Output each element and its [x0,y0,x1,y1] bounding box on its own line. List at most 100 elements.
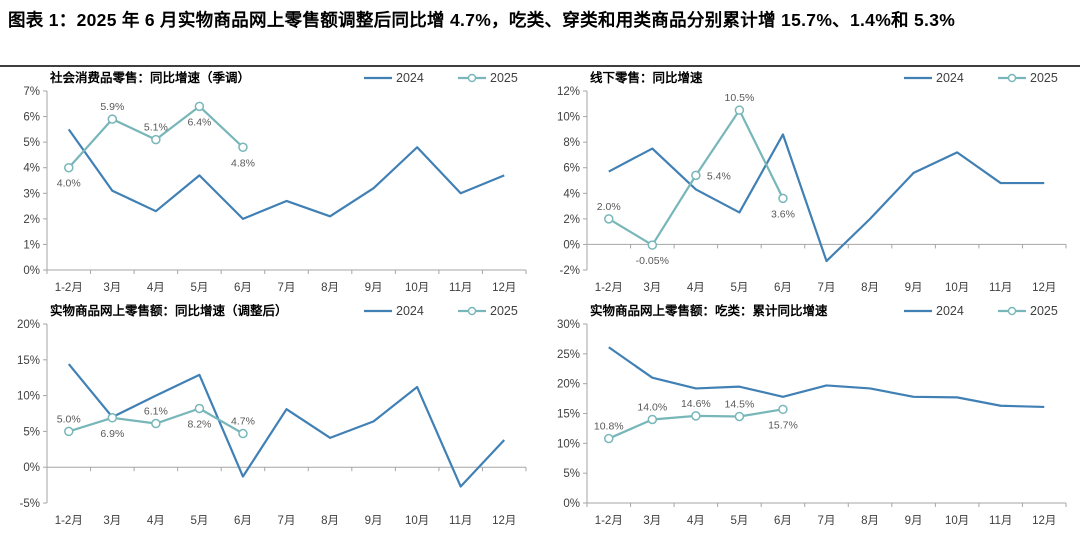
x-axis-label: 10月 [405,282,429,294]
legend-marker-icon [1007,73,1017,83]
x-axis-label: 5月 [730,515,748,527]
data-label: 5.4% [707,170,731,182]
data-label: 6.9% [100,428,124,440]
chart-title: 实物商品网上零售额：同比增速（调整后） [50,303,288,318]
legend: 2024 2025 [364,304,518,318]
x-axis-label: 4月 [687,515,705,527]
chart-title: 社会消费品零售：同比增速（季调） [49,70,250,85]
y-axis-label: 7% [23,86,40,98]
series-2025-marker [151,134,161,145]
legend-item: 2025 [458,304,518,318]
x-axis-label: 10月 [945,282,969,294]
y-axis-label: 5% [23,426,40,438]
x-axis-label: 6月 [234,515,252,527]
x-axis-label: 8月 [321,282,339,294]
x-axis-label: 8月 [861,515,879,527]
chart-offline-retail-yoy: -2% 0% 2% 4% 6% 8% 10% 12% 1-2月 3月 4月 5月 6月 7月 8月 9月 10月… [540,67,1080,300]
x-axis-label: 9月 [365,282,383,294]
series-2025-marker [647,414,658,425]
data-label: 14.6% [681,398,711,410]
series-2025-marker [64,162,74,173]
chart-offline-retail-yoy-svg: -2% 0% 2% 4% 6% 8% 10% 12% 1-2月 3月 4月 5月 6月 7月 8月 9月 10月… [557,70,1067,294]
series-2025-marker [151,418,161,429]
legend-label: 2024 [396,304,424,318]
x-axis-label: 12月 [492,515,516,527]
x-axis-label: 6月 [234,282,252,294]
x-axis-label: 7月 [278,282,296,294]
x-axis-label: 10月 [945,515,969,527]
data-label: 5.0% [57,413,81,425]
x-axis-label: 1-2月 [55,515,83,527]
y-axis-label: 15% [17,355,40,367]
data-label: 8.2% [187,418,211,430]
legend-item: 2024 [364,304,424,318]
series-2025-marker [778,193,788,204]
y-axis-label: 25% [557,349,580,361]
series-2025-marker [238,428,248,439]
y-axis-label: 4% [23,163,40,175]
series-2025-marker [647,240,658,250]
y-axis-label: 3% [23,188,40,200]
series-2025-marker [734,411,745,422]
x-axis-label: 7月 [818,515,836,527]
x-axis-label: 3月 [103,282,121,294]
legend-item: 2024 [904,304,964,318]
series-2025-marker [194,403,205,414]
data-label: 14.0% [637,401,667,413]
y-axis-label: 10% [557,112,580,124]
y-axis-label: 10% [17,391,40,403]
y-axis-label: 20% [557,379,580,391]
x-axis-label: 3月 [103,515,121,527]
series-2025-marker [64,426,74,437]
legend-marker-icon [467,73,477,83]
y-axis-label: 12% [557,86,580,98]
x-axis-label: 3月 [643,515,661,527]
y-axis-label: 5% [563,468,580,480]
chart-social-retail-yoy-svg: 0% 1% 2% 3% 4% 5% 6% 7% 1-2月 3月 4月 5月 6月 7月 8月 9月 10月 11月… [23,70,527,294]
x-axis-label: 7月 [818,282,836,294]
x-axis-label: 5月 [190,282,208,294]
x-axis-label: 4月 [687,282,705,294]
series-2025-marker [691,411,701,421]
x-axis-label: 5月 [730,282,748,294]
legend-item: 2024 [904,71,964,85]
legend-item: 2025 [998,71,1058,85]
legend-label: 2025 [1030,71,1058,85]
data-label: 10.5% [725,92,755,104]
y-axis-label: 0% [563,239,580,251]
series-2024-line [608,346,1045,409]
series-2024-line [67,128,505,220]
series-2025-marker [778,404,788,415]
series-2025-marker [194,101,205,112]
legend-marker-icon [1007,306,1017,316]
legend: 2024 2025 [904,71,1058,85]
y-axis-label: 6% [563,163,580,175]
y-axis-label: 2% [23,214,40,226]
series-2025-marker [734,105,745,115]
x-axis-label: 9月 [905,515,923,527]
chart-social-retail-yoy: 0% 1% 2% 3% 4% 5% 6% 7% 1-2月 3月 4月 5月 6月 7月 8月 9月 10月 11月… [0,67,540,300]
legend-label: 2024 [396,71,424,85]
chart-title: 实物商品网上零售额：吃类：累计同比增速 [590,303,828,318]
x-axis-label: 1-2月 [595,515,623,527]
data-label: 15.7% [768,419,798,431]
chart-online-food-retail-cumulative-yoy: 0% 5% 10% 15% 20% 25% 30% 1-2月 3月 4月 5月 6月 7月 8月 9月 10月… [540,300,1080,533]
data-label: 10.8% [594,421,624,433]
charts-grid: 0% 1% 2% 3% 4% 5% 6% 7% 1-2月 3月 4月 5月 6月 7月 8月 9月 10月 11月… [0,67,1080,533]
x-axis-label: 3月 [643,282,661,294]
y-axis-label: 6% [23,112,40,124]
y-axis-label: 5% [23,137,40,149]
series-2024-line [67,363,506,488]
y-axis-label: 15% [557,409,580,421]
x-axis-label: 6月 [774,515,792,527]
y-axis-label: -2% [560,265,580,277]
x-axis-label: 7月 [278,515,296,527]
y-axis-label: 2% [563,214,580,226]
x-axis-label: 10月 [405,515,429,527]
figure-title: 图表 1：2025 年 6 月实物商品网上零售额调整后同比增 4.7%，吃类、穿… [0,0,1080,67]
x-axis-label: 11月 [989,515,1012,527]
x-axis-label: 4月 [147,515,165,527]
y-axis-label: 30% [557,319,580,331]
series-2025-marker [691,170,701,181]
